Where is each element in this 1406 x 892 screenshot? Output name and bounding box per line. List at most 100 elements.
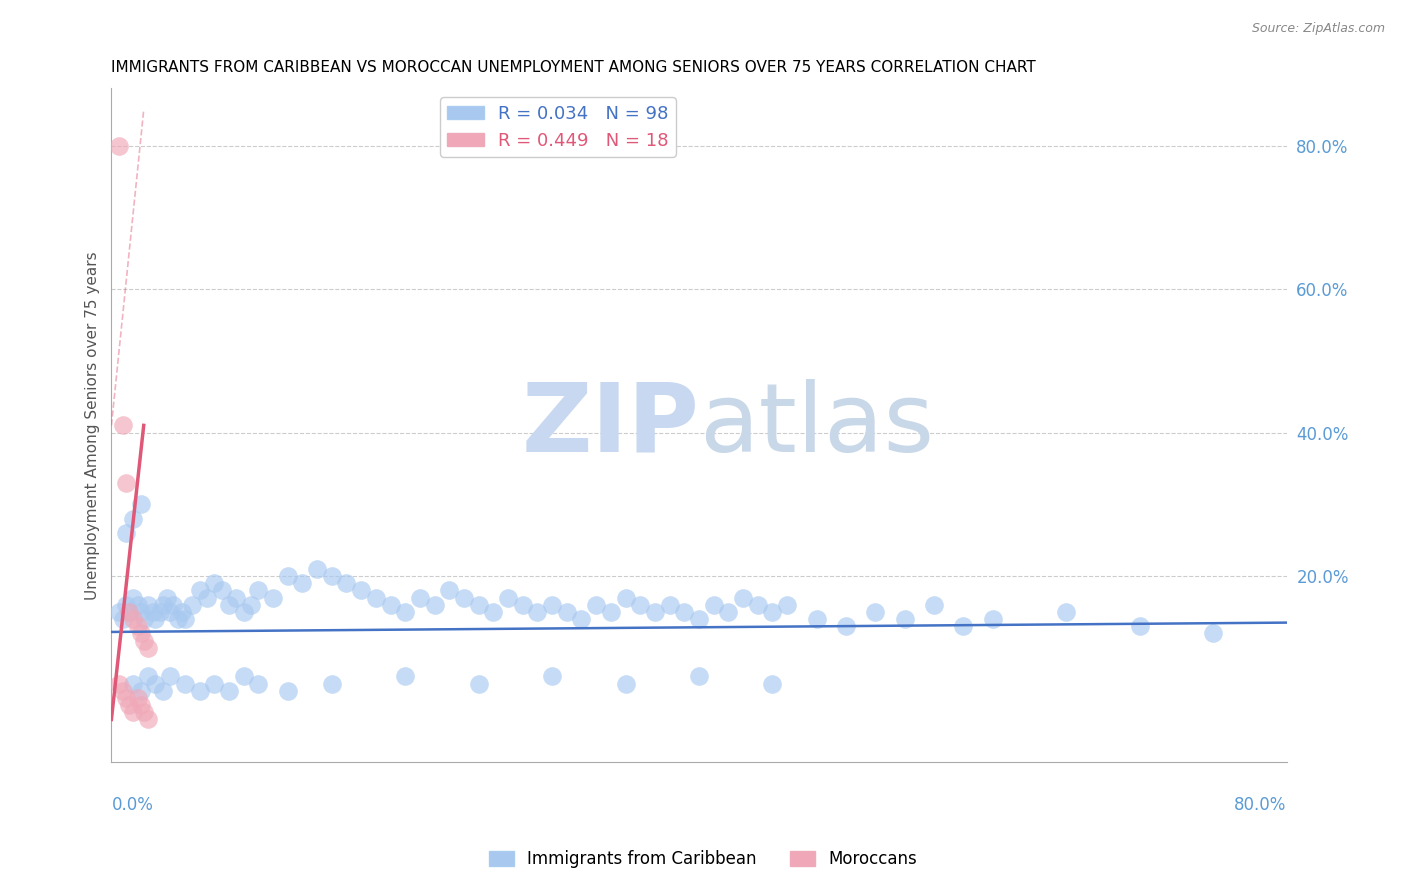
Point	[239, 598, 262, 612]
Point	[614, 676, 637, 690]
Point	[156, 591, 179, 605]
Point	[776, 598, 799, 612]
Point	[277, 683, 299, 698]
Point	[981, 612, 1004, 626]
Point	[512, 598, 534, 612]
Point	[526, 605, 548, 619]
Point	[628, 598, 651, 612]
Point	[555, 605, 578, 619]
Text: 0.0%: 0.0%	[111, 796, 153, 814]
Point	[115, 475, 138, 490]
Point	[129, 698, 152, 712]
Point	[118, 698, 141, 712]
Point	[703, 598, 725, 612]
Point	[541, 598, 564, 612]
Point	[247, 676, 270, 690]
Point	[202, 676, 225, 690]
Point	[122, 706, 145, 720]
Point	[115, 598, 138, 612]
Point	[865, 605, 887, 619]
Point	[170, 605, 193, 619]
Point	[173, 612, 195, 626]
Point	[112, 612, 135, 626]
Point	[107, 605, 129, 619]
Point	[202, 576, 225, 591]
Point	[688, 669, 710, 683]
Point	[496, 591, 519, 605]
Point	[127, 619, 149, 633]
Legend: Immigrants from Caribbean, Moroccans: Immigrants from Caribbean, Moroccans	[482, 844, 924, 875]
Point	[118, 605, 141, 619]
Point	[195, 591, 218, 605]
Point	[159, 605, 181, 619]
Point	[225, 591, 247, 605]
Point	[321, 676, 343, 690]
Point	[1129, 619, 1152, 633]
Text: ZIP: ZIP	[522, 379, 699, 472]
Point	[136, 640, 159, 655]
Point	[211, 583, 233, 598]
Point	[835, 619, 858, 633]
Point	[129, 497, 152, 511]
Point	[141, 605, 163, 619]
Point	[541, 669, 564, 683]
Point	[644, 605, 666, 619]
Point	[1202, 626, 1225, 640]
Point	[717, 605, 740, 619]
Point	[893, 612, 915, 626]
Point	[181, 598, 204, 612]
Point	[145, 676, 167, 690]
Point	[482, 605, 505, 619]
Point	[162, 598, 184, 612]
Point	[614, 591, 637, 605]
Point	[173, 676, 195, 690]
Point	[806, 612, 828, 626]
Text: atlas: atlas	[699, 379, 934, 472]
Point	[394, 605, 416, 619]
Point	[247, 583, 270, 598]
Point	[118, 605, 141, 619]
Point	[218, 683, 240, 698]
Point	[467, 598, 489, 612]
Point	[127, 598, 149, 612]
Point	[952, 619, 974, 633]
Point	[122, 676, 145, 690]
Legend: R = 0.034   N = 98, R = 0.449   N = 18: R = 0.034 N = 98, R = 0.449 N = 18	[440, 97, 676, 157]
Point	[277, 569, 299, 583]
Point	[107, 138, 129, 153]
Point	[115, 690, 138, 705]
Point	[394, 669, 416, 683]
Point	[232, 669, 254, 683]
Y-axis label: Unemployment Among Seniors over 75 years: Unemployment Among Seniors over 75 years	[86, 251, 100, 599]
Point	[152, 683, 174, 698]
Point	[409, 591, 432, 605]
Point	[132, 633, 155, 648]
Point	[380, 598, 402, 612]
Point	[571, 612, 593, 626]
Point	[127, 690, 149, 705]
Point	[132, 612, 155, 626]
Point	[129, 605, 152, 619]
Text: 80.0%: 80.0%	[1234, 796, 1286, 814]
Point	[132, 706, 155, 720]
Point	[673, 605, 696, 619]
Point	[188, 583, 211, 598]
Point	[262, 591, 284, 605]
Point	[136, 713, 159, 727]
Point	[733, 591, 755, 605]
Point	[122, 591, 145, 605]
Text: IMMIGRANTS FROM CARIBBEAN VS MOROCCAN UNEMPLOYMENT AMONG SENIORS OVER 75 YEARS C: IMMIGRANTS FROM CARIBBEAN VS MOROCCAN UN…	[111, 60, 1036, 75]
Point	[152, 598, 174, 612]
Point	[585, 598, 607, 612]
Point	[761, 676, 783, 690]
Point	[112, 683, 135, 698]
Point	[188, 683, 211, 698]
Point	[467, 676, 489, 690]
Point	[423, 598, 446, 612]
Point	[1054, 605, 1077, 619]
Point	[761, 605, 783, 619]
Point	[122, 511, 145, 525]
Point	[688, 612, 710, 626]
Point	[658, 598, 681, 612]
Point	[364, 591, 387, 605]
